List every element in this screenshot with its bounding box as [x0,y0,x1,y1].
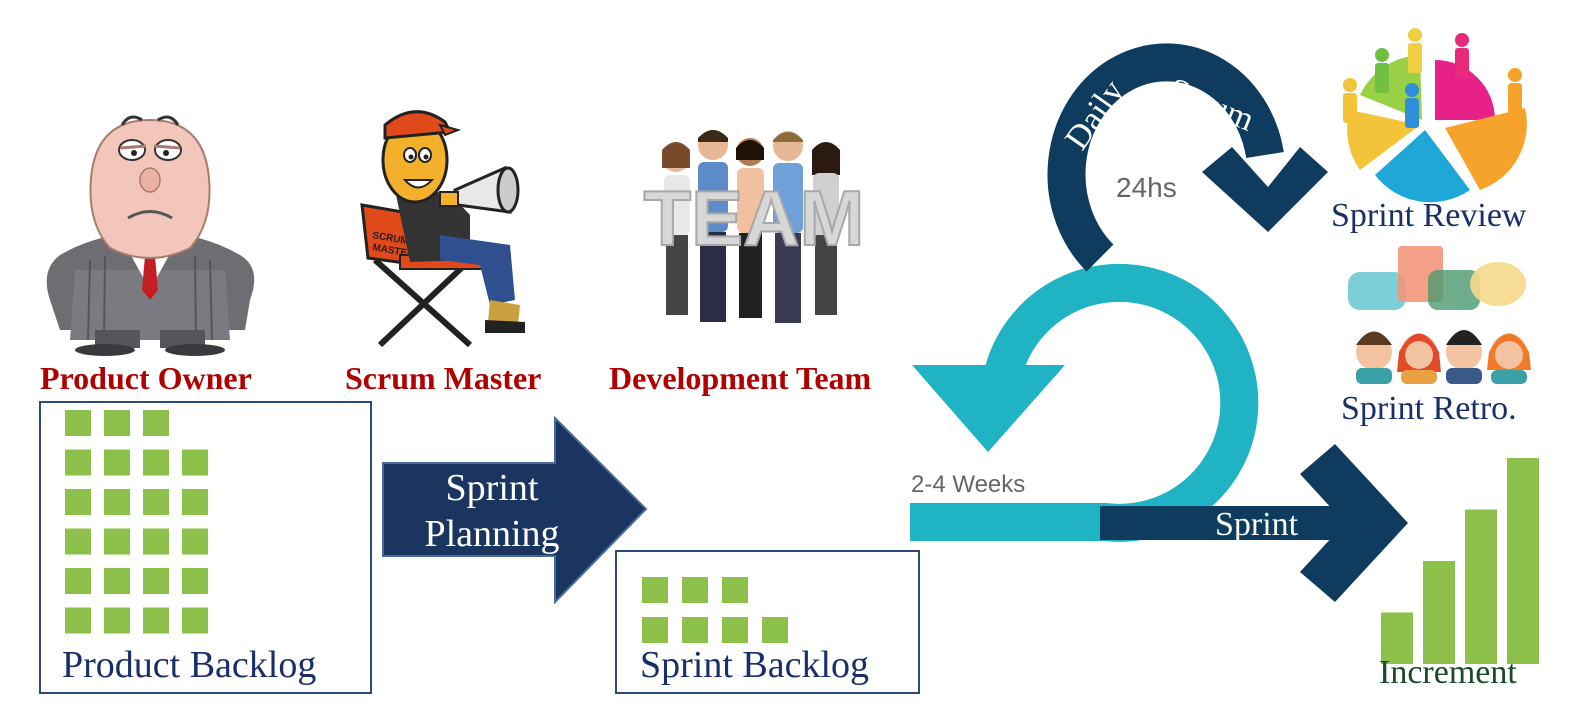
backlog-item [143,410,169,436]
sprint-backlog-item [722,577,748,603]
sprint-output-shaft [1100,506,1362,540]
daily-scrum-loop [1047,43,1328,272]
team-member [812,142,840,315]
sprint-backlog-item [762,617,788,643]
retro-person [1397,333,1441,384]
sprint-cycle-loop [910,263,1259,542]
sprint-backlog-item [642,577,668,603]
backlog-item [104,568,130,594]
sprint-backlog-item [682,577,708,603]
scrum-master-label: Scrum Master [345,360,541,396]
backlog-item [104,449,130,476]
sprint-backlog-item [722,617,748,643]
retro-person [1487,333,1531,384]
sprint-duration-label: 2-4 Weeks [911,471,1025,498]
backlog-item [65,449,91,476]
sprint-backlog-item [682,617,708,643]
sprint-planning-arrow [382,415,648,605]
daily-scrum-arrowhead [1202,147,1328,232]
product-backlog-label: Product Backlog [62,644,316,686]
product-owner-label: Product Owner [40,360,252,396]
backlog-item [182,449,208,476]
backlog-item [65,410,91,436]
development-team-illustration: TEAM [636,122,873,340]
backlog-item [143,528,169,555]
team-member [698,130,728,322]
retro-person [1356,331,1392,384]
backlog-item [182,568,208,594]
increment-bar [1507,458,1539,664]
sprint-planning-line1: Sprint [446,467,539,509]
backlog-item [65,528,91,555]
backlog-item [65,607,91,634]
development-team-label: Development Team [609,360,872,396]
sprint-planning-line2: Planning [424,513,559,555]
backlog-item [143,568,169,594]
product-backlog-items [65,410,208,634]
sprint-output-arrowhead [1300,444,1408,602]
backlog-item [143,489,169,515]
backlog-item [143,449,169,476]
increment-bar [1465,509,1497,664]
sprint-retro-illustration [1348,246,1531,384]
backlog-item [104,410,130,436]
team-member [736,138,764,318]
increment-bar [1381,612,1413,664]
team-member [773,131,803,323]
sprint-cycle-arrowhead [912,365,1065,452]
retro-person [1446,330,1482,384]
backlog-item [65,568,91,594]
scrum-master-illustration: SCRUM MASTER [360,110,525,348]
backlog-item [182,607,208,634]
daily-scrum-duration: 24hs [1116,172,1177,203]
backlog-item [104,607,130,634]
team-sign: TEAM [644,174,865,262]
sprint-review-illustration [1343,28,1527,203]
backlog-item [104,489,130,515]
increment-bar [1423,561,1455,664]
increment-bars [1381,458,1539,664]
backlog-item [182,528,208,555]
backlog-item [143,607,169,634]
increment-label: Increment [1379,654,1517,691]
sprint-output-label: Sprint [1215,506,1299,543]
sprint-backlog-item [642,617,668,643]
team-member [662,142,690,315]
backlog-item [182,489,208,515]
sprint-retro-label: Sprint Retro. [1341,390,1517,427]
backlog-item [104,528,130,555]
sprint-review-label: Sprint Review [1331,197,1527,234]
product-owner-illustration [46,115,255,356]
sprint-backlog-label: Sprint Backlog [640,644,869,686]
backlog-item [65,489,91,515]
sprint-backlog-items [642,577,788,643]
